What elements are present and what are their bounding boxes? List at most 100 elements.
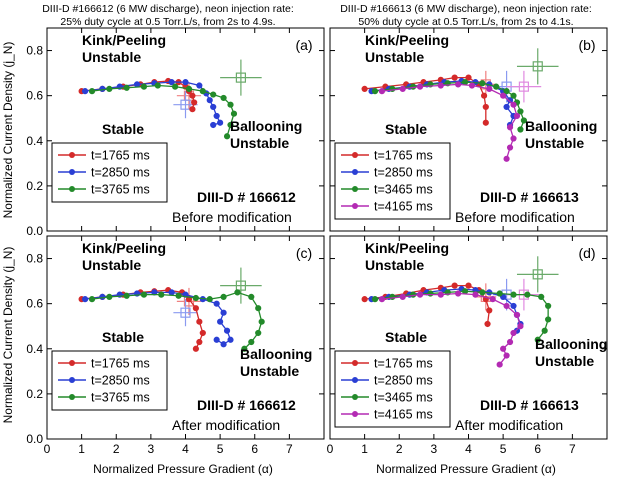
data-point <box>213 336 220 343</box>
data-point <box>496 290 503 297</box>
panel-label: (c) <box>296 245 312 261</box>
shot-label: DIII-D # 166612 <box>197 189 296 205</box>
y-tick-label: 0.4 <box>26 342 43 356</box>
x-tick-label: 5 <box>217 442 224 456</box>
data-point <box>503 352 510 359</box>
data-point <box>410 83 417 90</box>
data-point <box>378 88 386 95</box>
data-point <box>489 296 496 303</box>
data-point <box>455 290 462 297</box>
data-point <box>534 336 541 343</box>
error-cross <box>220 267 262 304</box>
shot-label: DIII-D # 166613 <box>480 189 579 205</box>
kink-label-line2: Unstable <box>365 257 424 273</box>
data-point <box>220 293 227 300</box>
data-point <box>455 81 462 88</box>
modification-label: After modification <box>172 417 280 433</box>
data-point <box>510 329 517 337</box>
data-point <box>133 81 141 88</box>
data-point <box>437 82 444 89</box>
data-point <box>106 293 113 300</box>
data-point <box>210 121 217 129</box>
data-point <box>510 92 517 99</box>
data-point <box>123 292 130 299</box>
data-point <box>416 291 424 298</box>
x-tick-label: 2 <box>396 442 403 456</box>
x-tick-label: 7 <box>569 442 576 456</box>
data-point <box>192 305 199 312</box>
x-tick-label: 7 <box>286 442 293 456</box>
legend: t=1765 ms t=2850 ms t=3465 ms t=4165 ms <box>334 142 451 220</box>
y-tick-label: 0.6 <box>26 89 43 103</box>
kink-label-line1: Kink/Peeling <box>82 240 166 256</box>
x-tick-label: 1 <box>361 442 368 456</box>
legend-entry: t=2850 ms <box>374 166 433 180</box>
x-tick-label: 1 <box>78 442 85 456</box>
kink-label-line2: Unstable <box>365 49 424 65</box>
data-point <box>255 305 262 312</box>
data-point <box>140 291 148 298</box>
data-point <box>545 316 552 323</box>
data-point <box>486 307 493 314</box>
legend-entry: t=2850 ms <box>91 374 150 388</box>
data-point <box>520 117 528 124</box>
data-point <box>416 83 424 90</box>
data-point <box>192 294 199 302</box>
kink-label-line1: Kink/Peeling <box>365 32 449 48</box>
data-point <box>154 82 161 89</box>
data-point <box>503 88 510 95</box>
data-point <box>99 293 106 300</box>
data-point <box>465 74 472 81</box>
legend-swatch-marker <box>352 186 358 192</box>
panel-c: 0.00.20.40.60.80 1 2 3 4 5 6 7(c)Kink/PeelingUn… <box>26 235 325 456</box>
error-cross <box>220 59 262 96</box>
data-point <box>217 318 224 325</box>
legend-swatch-marker <box>352 152 358 158</box>
data-point <box>248 338 255 346</box>
data-point <box>461 288 469 295</box>
data-point <box>223 327 231 334</box>
panel-label: (d) <box>578 245 595 261</box>
stable-label: Stable <box>102 329 144 345</box>
data-point <box>230 110 238 117</box>
data-point <box>506 338 514 346</box>
data-point <box>399 293 406 300</box>
x-tick-label: 0 <box>327 442 334 456</box>
y-tick-label: 0.6 <box>26 297 43 311</box>
data-point <box>192 345 199 352</box>
data-point <box>479 289 486 296</box>
error-cross <box>516 256 559 293</box>
data-point <box>361 296 368 303</box>
data-point <box>88 296 96 303</box>
modification-label: Before modification <box>455 209 575 225</box>
data-point <box>234 289 241 296</box>
data-point <box>168 79 175 86</box>
legend-entry: t=4165 ms <box>374 408 433 422</box>
data-point <box>541 327 548 334</box>
legend-swatch-marker <box>352 360 358 366</box>
legend-swatch-marker <box>352 394 358 400</box>
modification-label: After modification <box>455 417 563 433</box>
data-point <box>493 83 500 90</box>
left-title-line2: 25% duty cycle at 0.5 Torr.L/s, from 2s … <box>60 16 275 28</box>
data-point <box>255 329 262 337</box>
data-point <box>480 92 488 99</box>
data-point <box>545 302 552 310</box>
error-cross <box>506 70 542 103</box>
data-point <box>486 85 493 93</box>
data-point <box>210 91 217 98</box>
data-point <box>378 296 386 303</box>
series-line-green <box>91 291 263 350</box>
ballooning-label-line1: Ballooning <box>230 118 302 134</box>
ballooning-label-line1: Ballooning <box>240 346 312 362</box>
data-point <box>437 291 444 298</box>
x-tick-label: 5 <box>500 442 507 456</box>
legend-entry: t=1765 ms <box>374 357 433 371</box>
x-tick-label: 3 <box>431 442 438 456</box>
data-point <box>88 88 96 95</box>
panel-a: 0.00.20.40.60.8 (a)Kink/PeelingUnstableSt… <box>26 27 325 238</box>
modification-label: Before modification <box>172 209 292 225</box>
